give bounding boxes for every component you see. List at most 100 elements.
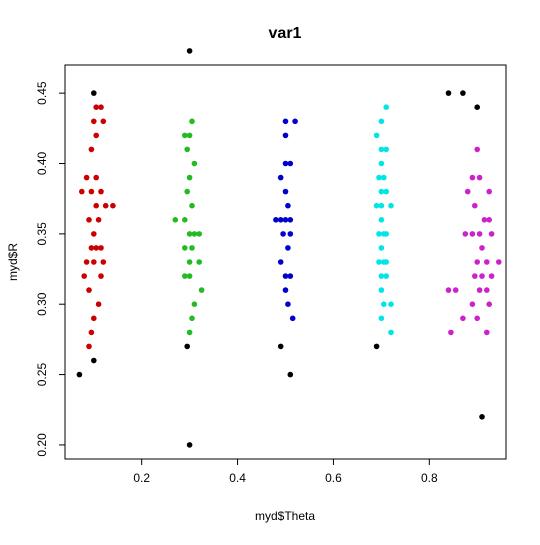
y-axis-label: myd$R	[6, 243, 20, 281]
data-point	[282, 188, 289, 195]
data-point	[277, 174, 284, 181]
data-point	[273, 217, 279, 223]
data-point	[479, 414, 485, 420]
data-point	[486, 188, 493, 195]
data-point	[462, 231, 469, 237]
data-point	[86, 343, 92, 350]
data-point	[378, 287, 385, 293]
data-point	[91, 357, 97, 364]
data-point	[378, 118, 385, 125]
data-point	[472, 202, 478, 209]
data-point	[88, 146, 95, 153]
data-point	[388, 202, 394, 209]
data-point	[383, 104, 390, 110]
data-point	[474, 146, 481, 153]
data-point	[91, 118, 97, 125]
data-point	[189, 315, 195, 322]
data-point	[378, 188, 385, 195]
data-point	[186, 259, 193, 265]
data-point	[481, 217, 488, 223]
data-point	[476, 174, 483, 181]
data-point	[388, 301, 394, 308]
data-point	[376, 231, 382, 237]
data-point	[381, 301, 387, 308]
data-point	[378, 245, 385, 251]
data-point	[102, 202, 109, 209]
data-point	[460, 90, 466, 96]
data-point	[472, 273, 478, 279]
data-point	[474, 104, 481, 110]
data-point	[452, 287, 459, 293]
data-point	[282, 160, 289, 167]
data-point	[277, 343, 284, 350]
data-point	[287, 217, 294, 223]
data-point	[479, 273, 485, 279]
data-point	[172, 217, 179, 223]
data-point	[100, 118, 107, 125]
data-point	[469, 301, 476, 308]
data-point	[91, 259, 97, 265]
data-point	[469, 231, 476, 237]
data-point	[383, 231, 390, 237]
data-point	[95, 301, 102, 308]
data-point	[93, 132, 99, 139]
data-point	[189, 118, 195, 125]
data-point	[91, 90, 97, 96]
data-point	[186, 273, 193, 279]
data-point	[93, 104, 99, 110]
data-point	[91, 231, 97, 237]
data-point	[285, 245, 291, 251]
y-tick-label: 0.20	[35, 433, 49, 457]
x-tick-label: 0.4	[229, 471, 246, 485]
data-point	[86, 287, 92, 293]
y-axis: 0.20 0.25 0.30 0.35 0.40 0.45	[35, 81, 66, 457]
data-point	[383, 273, 390, 279]
data-point	[282, 217, 289, 223]
data-point	[383, 188, 390, 195]
data-point	[86, 217, 92, 223]
data-point	[378, 217, 385, 223]
data-point	[474, 259, 481, 265]
data-point	[98, 104, 104, 110]
data-point	[189, 202, 195, 209]
data-point	[98, 188, 104, 195]
data-point	[95, 217, 102, 223]
y-tick-label: 0.35	[35, 222, 49, 246]
data-point	[98, 245, 104, 251]
data-point	[184, 146, 190, 153]
data-point	[378, 273, 385, 279]
data-point	[378, 202, 385, 209]
data-point	[186, 231, 193, 237]
data-point	[381, 174, 387, 181]
data-point	[182, 132, 188, 139]
data-point	[182, 245, 188, 251]
data-point	[198, 287, 205, 293]
data-point	[496, 259, 502, 265]
data-point	[282, 287, 289, 293]
data-point	[486, 301, 493, 308]
y-tick-label: 0.25	[35, 363, 49, 387]
data-point	[98, 273, 104, 279]
data-point	[91, 315, 97, 322]
data-point	[378, 146, 385, 153]
data-point	[289, 315, 296, 322]
data-point	[373, 132, 380, 139]
data-point	[83, 174, 90, 181]
data-point	[486, 217, 493, 223]
data-point	[476, 287, 483, 293]
y-tick-label: 0.45	[35, 81, 49, 105]
data-point	[383, 146, 390, 153]
data-point	[93, 174, 99, 181]
data-point	[182, 273, 188, 279]
data-point	[79, 188, 85, 195]
data-point	[277, 217, 284, 223]
x-axis: 0.2 0.4 0.6 0.8	[133, 458, 438, 485]
data-point	[287, 371, 294, 378]
data-point	[383, 259, 390, 265]
chart-title: var1	[269, 25, 302, 42]
data-point	[196, 259, 202, 265]
data-point	[110, 202, 116, 209]
data-point	[378, 315, 385, 322]
